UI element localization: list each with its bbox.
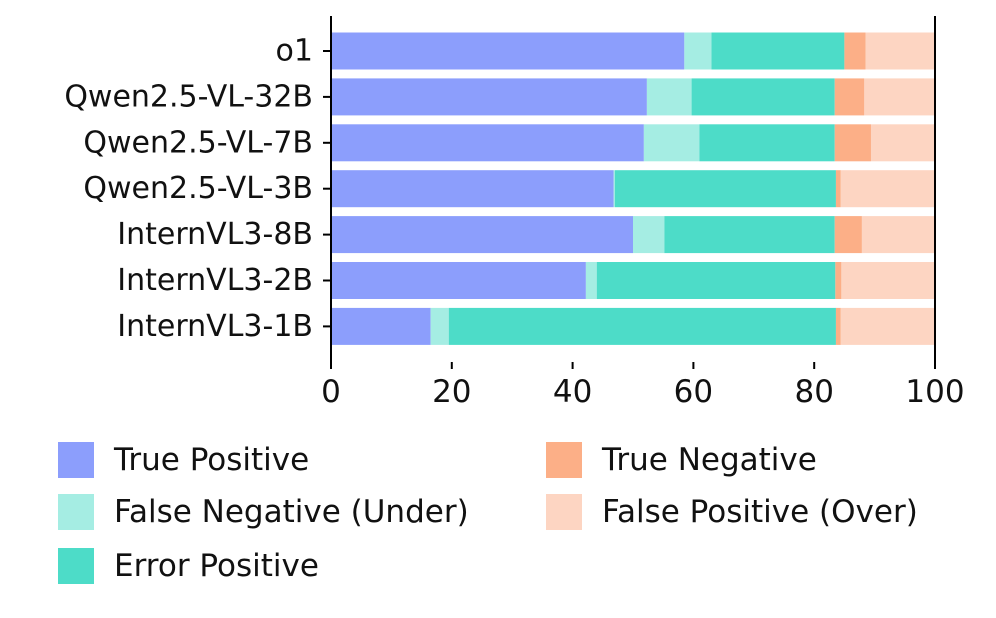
bar-segment-qwen2-5-vl-7b-true-positive bbox=[331, 124, 644, 162]
legend-label-false-positive-over: False Positive (Over) bbox=[602, 494, 918, 530]
bar-segment-qwen2-5-vl-7b-false-positive-over bbox=[870, 124, 935, 162]
category-label-internvl3-8b: InternVL3-8B bbox=[117, 217, 313, 252]
bar-segment-internvl3-2b-false-negative-under bbox=[585, 262, 597, 299]
bar-segment-qwen2-5-vl-3b-true-positive bbox=[331, 170, 614, 208]
legend-swatch-true-negative bbox=[546, 442, 582, 478]
category-label-qwen2-5-vl-3b: Qwen2.5-VL-3B bbox=[83, 171, 313, 206]
category-label-qwen2-5-vl-7b: Qwen2.5-VL-7B bbox=[83, 125, 313, 160]
bar-segment-qwen2-5-vl-32b-true-negative bbox=[834, 78, 865, 116]
bar-group bbox=[331, 32, 935, 345]
bar-segment-o1-true-positive bbox=[331, 32, 685, 70]
x-tick-label-80: 80 bbox=[794, 374, 833, 410]
legend-label-true-negative: True Negative bbox=[602, 442, 817, 478]
bar-segment-internvl3-1b-true-negative bbox=[835, 307, 841, 345]
bar-segment-internvl3-1b-false-positive-over bbox=[840, 307, 935, 345]
bar-segment-qwen2-5-vl-32b-error-positive bbox=[691, 78, 835, 116]
bar-segment-qwen2-5-vl-32b-false-positive-over bbox=[864, 78, 935, 116]
bar-segment-qwen2-5-vl-32b-false-negative-under bbox=[646, 78, 692, 116]
bar-segment-internvl3-8b-error-positive bbox=[664, 216, 835, 254]
bar-segment-o1-error-positive bbox=[711, 32, 845, 70]
legend: True Positive False Negative (Under) Err… bbox=[58, 440, 978, 590]
bar-segment-qwen2-5-vl-3b-false-positive-over bbox=[840, 170, 935, 208]
legend-item-error-positive: Error Positive bbox=[58, 546, 319, 586]
bar-segment-internvl3-1b-false-negative-under bbox=[430, 307, 449, 345]
bar-segment-internvl3-8b-true-negative bbox=[834, 216, 862, 254]
bar-segment-internvl3-8b-true-positive bbox=[331, 216, 633, 254]
bar-segment-internvl3-2b-false-positive-over bbox=[841, 262, 935, 299]
legend-item-false-negative-under: False Negative (Under) bbox=[58, 492, 469, 532]
category-label-internvl3-1b: InternVL3-1B bbox=[117, 309, 313, 344]
legend-label-true-positive: True Positive bbox=[114, 442, 310, 478]
bar-segment-internvl3-8b-false-negative-under bbox=[633, 216, 665, 254]
bar-segment-qwen2-5-vl-7b-true-negative bbox=[834, 124, 871, 162]
x-axis-ticks: 0 20 40 60 80 100 bbox=[321, 362, 965, 410]
bar-segment-internvl3-1b-true-positive bbox=[331, 307, 431, 345]
legend-swatch-true-positive bbox=[58, 442, 94, 478]
x-tick-label-40: 40 bbox=[553, 374, 592, 410]
bar-segment-qwen2-5-vl-32b-true-positive bbox=[331, 78, 647, 116]
category-label-qwen2-5-vl-32b: Qwen2.5-VL-32B bbox=[64, 79, 313, 114]
bar-segment-qwen2-5-vl-3b-true-negative bbox=[835, 170, 841, 208]
bar-segment-internvl3-2b-true-positive bbox=[331, 262, 586, 299]
bar-segment-qwen2-5-vl-7b-false-negative-under bbox=[643, 124, 700, 162]
bar-segment-qwen2-5-vl-7b-error-positive bbox=[699, 124, 835, 162]
stacked-bar-chart: o1 Qwen2.5-VL-32B Qwen2.5-VL-7B Qwen2.5-VL-… bbox=[64, 16, 965, 410]
bar-segment-qwen2-5-vl-3b-error-positive bbox=[614, 170, 836, 208]
bar-segment-o1-false-positive-over bbox=[865, 32, 935, 70]
bar-segment-qwen2-5-vl-3b-false-negative-under bbox=[613, 170, 615, 208]
category-label-internvl3-2b: InternVL3-2B bbox=[117, 263, 313, 298]
bar-segment-internvl3-1b-error-positive bbox=[448, 307, 836, 345]
x-tick-label-20: 20 bbox=[432, 374, 471, 410]
x-tick-label-0: 0 bbox=[321, 374, 341, 410]
legend-label-false-negative-under: False Negative (Under) bbox=[114, 494, 469, 530]
x-tick-label-100: 100 bbox=[905, 374, 964, 410]
legend-item-false-positive-over: False Positive (Over) bbox=[546, 492, 918, 532]
bar-segment-internvl3-2b-true-negative bbox=[835, 262, 842, 299]
bar-segment-o1-false-negative-under bbox=[684, 32, 712, 70]
bar-segment-internvl3-8b-false-positive-over bbox=[861, 216, 935, 254]
x-tick-label-60: 60 bbox=[674, 374, 713, 410]
legend-item-true-positive: True Positive bbox=[58, 440, 309, 480]
legend-item-true-negative: True Negative bbox=[546, 440, 817, 480]
bar-segment-internvl3-2b-error-positive bbox=[596, 262, 836, 299]
legend-swatch-false-negative-under bbox=[58, 494, 94, 530]
legend-label-error-positive: Error Positive bbox=[114, 548, 319, 584]
legend-swatch-false-positive-over bbox=[546, 494, 582, 530]
category-label-o1: o1 bbox=[276, 34, 313, 69]
legend-swatch-error-positive bbox=[58, 548, 94, 584]
bar-segment-o1-true-negative bbox=[844, 32, 866, 70]
category-labels: o1 Qwen2.5-VL-32B Qwen2.5-VL-7B Qwen2.5-VL-… bbox=[64, 34, 331, 344]
